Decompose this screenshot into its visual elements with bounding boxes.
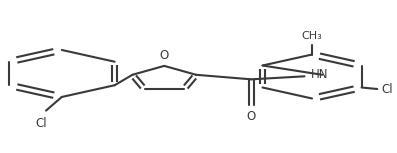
Text: O: O xyxy=(160,49,169,62)
Text: CH₃: CH₃ xyxy=(302,31,322,41)
Text: O: O xyxy=(247,110,256,123)
Text: Cl: Cl xyxy=(36,117,47,130)
Text: HN: HN xyxy=(310,68,328,81)
Text: Cl: Cl xyxy=(382,82,393,95)
